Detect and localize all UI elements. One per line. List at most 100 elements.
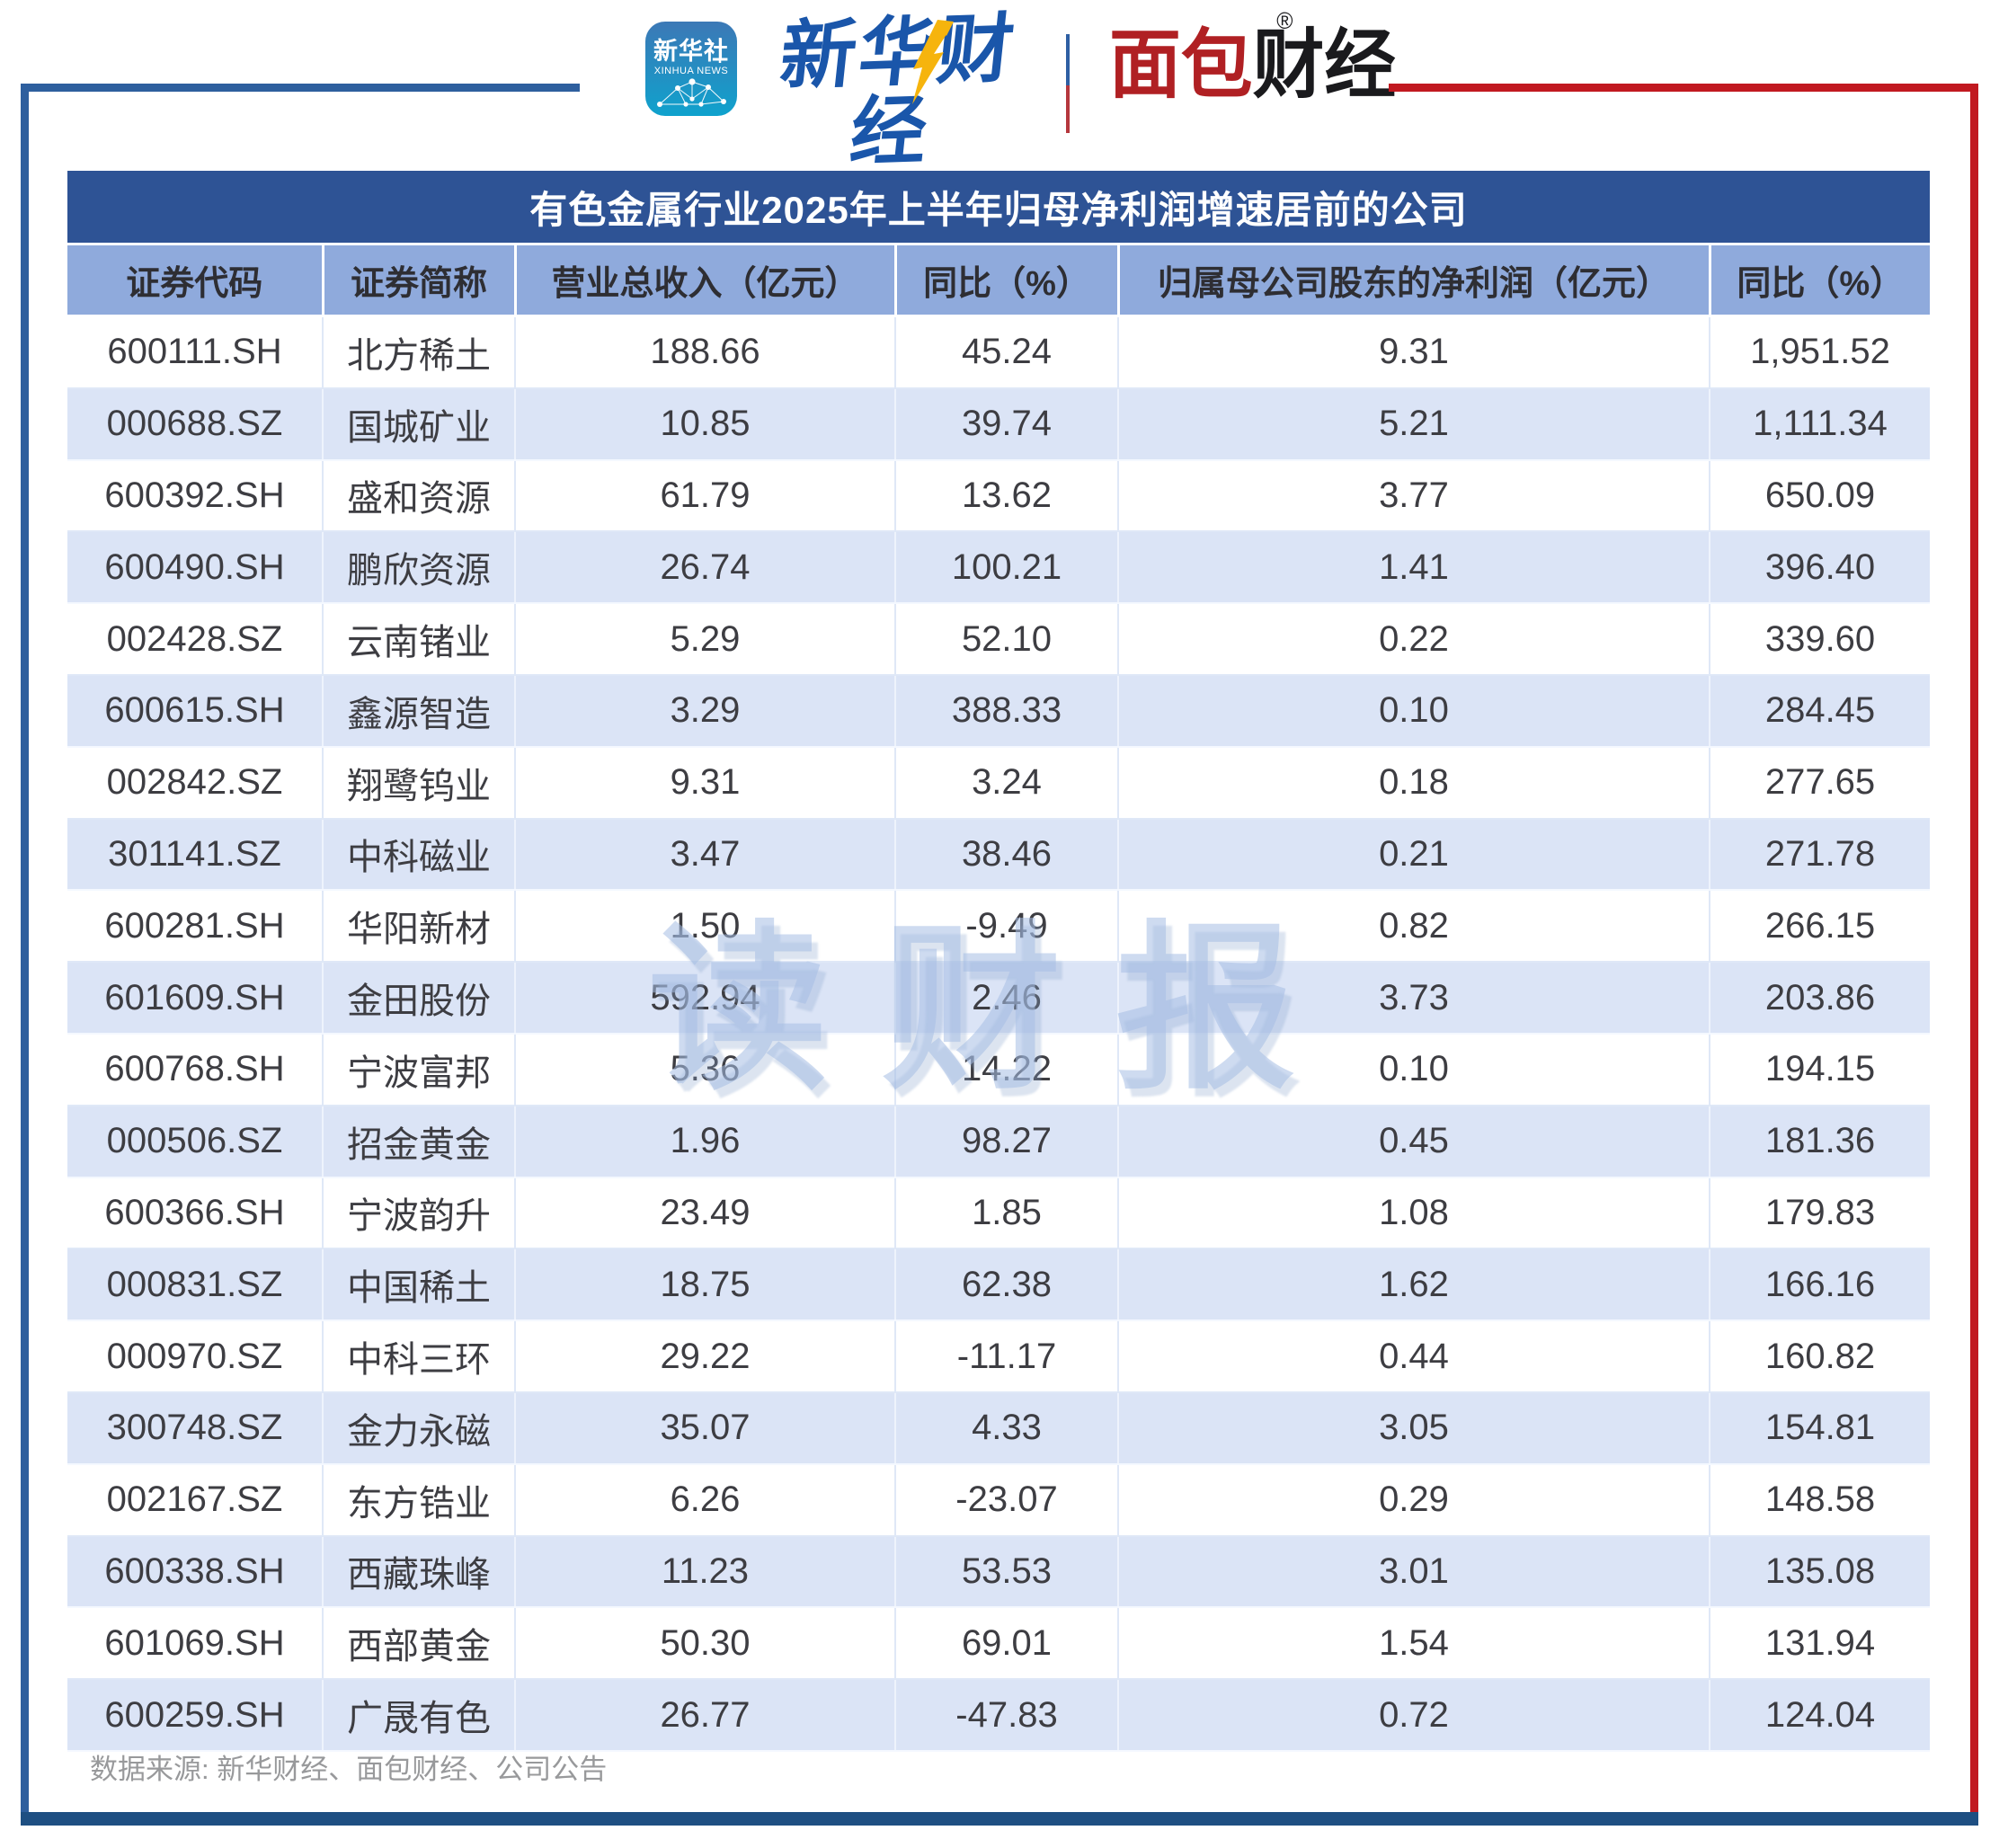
cell-name: 北方稀土 bbox=[323, 315, 516, 389]
mianbao-logo-black: 财经 bbox=[1252, 22, 1397, 107]
table-title: 有色金属行业2025年上半年归母净利润增速居前的公司 bbox=[67, 171, 1930, 243]
table-row: 000506.SZ 招金黄金 1.96 98.27 0.45 181.36 bbox=[67, 1105, 1930, 1178]
cell-name: 西藏珠峰 bbox=[323, 1535, 516, 1609]
cell-revenue: 3.29 bbox=[515, 674, 896, 748]
cell-name: 中科磁业 bbox=[323, 818, 516, 892]
frame-left-blue-line bbox=[21, 84, 29, 1825]
cell-net-profit: 0.22 bbox=[1118, 603, 1710, 676]
cell-revenue-yoy: 38.46 bbox=[895, 818, 1119, 892]
cell-net-profit: 3.01 bbox=[1118, 1535, 1710, 1609]
cell-profit-yoy: 1,951.52 bbox=[1710, 315, 1930, 389]
company-table-section: 有色金属行业2025年上半年归母净利润增速居前的公司 证券代码 证券简称 营业总… bbox=[67, 171, 1930, 1752]
cell-name: 鑫源智造 bbox=[323, 674, 516, 748]
cell-revenue-yoy: 100.21 bbox=[895, 531, 1119, 605]
cell-revenue: 6.26 bbox=[515, 1463, 896, 1537]
cell-revenue-yoy: 4.33 bbox=[895, 1391, 1119, 1465]
table-row: 002167.SZ 东方锆业 6.26 -23.07 0.29 148.58 bbox=[67, 1463, 1930, 1537]
frame-top-red-line bbox=[1389, 84, 1978, 92]
table-row: 300748.SZ 金力永磁 35.07 4.33 3.05 154.81 bbox=[67, 1391, 1930, 1465]
cell-name: 翔鹭钨业 bbox=[323, 746, 516, 820]
cell-profit-yoy: 179.83 bbox=[1710, 1177, 1930, 1250]
cell-net-profit: 3.05 bbox=[1118, 1391, 1710, 1465]
cell-net-profit: 3.77 bbox=[1118, 459, 1710, 533]
cell-name: 金田股份 bbox=[323, 962, 516, 1035]
cell-name: 云南锗业 bbox=[323, 603, 516, 676]
cell-net-profit: 0.72 bbox=[1118, 1679, 1710, 1752]
table-row: 600111.SH 北方稀土 188.66 45.24 9.31 1,951.52 bbox=[67, 315, 1930, 389]
cell-revenue-yoy: 69.01 bbox=[895, 1607, 1119, 1681]
cell-code: 000970.SZ bbox=[67, 1320, 324, 1393]
table-row: 000970.SZ 中科三环 29.22 -11.17 0.44 160.82 bbox=[67, 1320, 1930, 1393]
cell-code: 301141.SZ bbox=[67, 818, 324, 892]
cell-code: 000688.SZ bbox=[67, 387, 324, 461]
cell-revenue: 592.94 bbox=[515, 962, 896, 1035]
cell-revenue: 35.07 bbox=[515, 1391, 896, 1465]
cell-code: 601069.SH bbox=[67, 1607, 324, 1681]
table-row: 601069.SH 西部黄金 50.30 69.01 1.54 131.94 bbox=[67, 1607, 1930, 1681]
cell-profit-yoy: 148.58 bbox=[1710, 1463, 1930, 1537]
cell-profit-yoy: 166.16 bbox=[1710, 1248, 1930, 1322]
cell-revenue: 188.66 bbox=[515, 315, 896, 389]
cell-code: 600281.SH bbox=[67, 890, 324, 964]
cell-revenue-yoy: 98.27 bbox=[895, 1105, 1119, 1178]
cell-revenue-yoy: 45.24 bbox=[895, 315, 1119, 389]
table-row: 600768.SH 宁波富邦 5.36 14.22 0.10 194.15 bbox=[67, 1033, 1930, 1106]
cell-profit-yoy: 131.94 bbox=[1710, 1607, 1930, 1681]
cell-net-profit: 1.08 bbox=[1118, 1177, 1710, 1250]
cell-net-profit: 0.82 bbox=[1118, 890, 1710, 964]
cell-name: 中国稀土 bbox=[323, 1248, 516, 1322]
header-revenue-yoy: 同比（%） bbox=[895, 245, 1120, 317]
cell-revenue: 5.29 bbox=[515, 603, 896, 676]
cell-name: 国城矿业 bbox=[323, 387, 516, 461]
table-row: 600615.SH 鑫源智造 3.29 388.33 0.10 284.45 bbox=[67, 674, 1930, 748]
cell-name: 金力永磁 bbox=[323, 1391, 516, 1465]
cell-name: 中科三环 bbox=[323, 1320, 516, 1393]
company-table: 证券代码 证券简称 营业总收入（亿元） 同比（%） 归属母公司股东的净利润（亿元… bbox=[67, 245, 1930, 1752]
cell-revenue: 10.85 bbox=[515, 387, 896, 461]
cell-net-profit: 0.18 bbox=[1118, 746, 1710, 820]
cell-net-profit: 1.62 bbox=[1118, 1248, 1710, 1322]
cell-code: 600111.SH bbox=[67, 315, 324, 389]
cell-net-profit: 0.44 bbox=[1118, 1320, 1710, 1393]
cell-revenue-yoy: 52.10 bbox=[895, 603, 1119, 676]
cell-code: 601609.SH bbox=[67, 962, 324, 1035]
cell-net-profit: 9.31 bbox=[1118, 315, 1710, 389]
cell-profit-yoy: 277.65 bbox=[1710, 746, 1930, 820]
mianbao-logo-red: 面包 bbox=[1109, 22, 1253, 107]
cell-net-profit: 0.10 bbox=[1118, 674, 1710, 748]
cell-revenue: 9.31 bbox=[515, 746, 896, 820]
table-row: 000831.SZ 中国稀土 18.75 62.38 1.62 166.16 bbox=[67, 1248, 1930, 1322]
cell-profit-yoy: 284.45 bbox=[1710, 674, 1930, 748]
cell-name: 东方锆业 bbox=[323, 1463, 516, 1537]
table-row: 002428.SZ 云南锗业 5.29 52.10 0.22 339.60 bbox=[67, 603, 1930, 676]
cell-code: 600490.SH bbox=[67, 531, 324, 605]
mianbao-finance-logo: 面包财经 ® bbox=[1109, 7, 1397, 111]
header-net-profit: 归属母公司股东的净利润（亿元） bbox=[1118, 245, 1711, 317]
cell-revenue: 5.36 bbox=[515, 1033, 896, 1106]
header-profit-yoy: 同比（%） bbox=[1710, 245, 1930, 317]
cell-code: 002428.SZ bbox=[67, 603, 324, 676]
table-row: 600338.SH 西藏珠峰 11.23 53.53 3.01 135.08 bbox=[67, 1535, 1930, 1609]
cell-net-profit: 1.54 bbox=[1118, 1607, 1710, 1681]
cell-revenue: 18.75 bbox=[515, 1248, 896, 1322]
cell-revenue-yoy: -23.07 bbox=[895, 1463, 1119, 1537]
cell-code: 600768.SH bbox=[67, 1033, 324, 1106]
table-row: 600259.SH 广晟有色 26.77 -47.83 0.72 124.04 bbox=[67, 1679, 1930, 1752]
header-row: 证券代码 证券简称 营业总收入（亿元） 同比（%） 归属母公司股东的净利润（亿元… bbox=[67, 245, 1930, 317]
cell-revenue: 3.47 bbox=[515, 818, 896, 892]
cell-profit-yoy: 1,111.34 bbox=[1710, 387, 1930, 461]
cell-profit-yoy: 650.09 bbox=[1710, 459, 1930, 533]
data-source-note: 数据来源: 新华财经、面包财经、公司公告 bbox=[90, 1754, 608, 1785]
table-row: 002842.SZ 翔鹭钨业 9.31 3.24 0.18 277.65 bbox=[67, 746, 1930, 820]
xinhua-news-app-icon: 新华社 XINHUA NEWS bbox=[645, 22, 737, 116]
cell-name: 广晟有色 bbox=[323, 1679, 516, 1752]
cell-revenue: 1.50 bbox=[515, 890, 896, 964]
frame-right-red-line bbox=[1970, 84, 1978, 1825]
registered-mark: ® bbox=[1276, 7, 1293, 34]
cell-name: 宁波富邦 bbox=[323, 1033, 516, 1106]
cell-revenue-yoy: 14.22 bbox=[895, 1033, 1119, 1106]
cell-code: 600259.SH bbox=[67, 1679, 324, 1752]
cell-code: 600338.SH bbox=[67, 1535, 324, 1609]
cell-profit-yoy: 160.82 bbox=[1710, 1320, 1930, 1393]
